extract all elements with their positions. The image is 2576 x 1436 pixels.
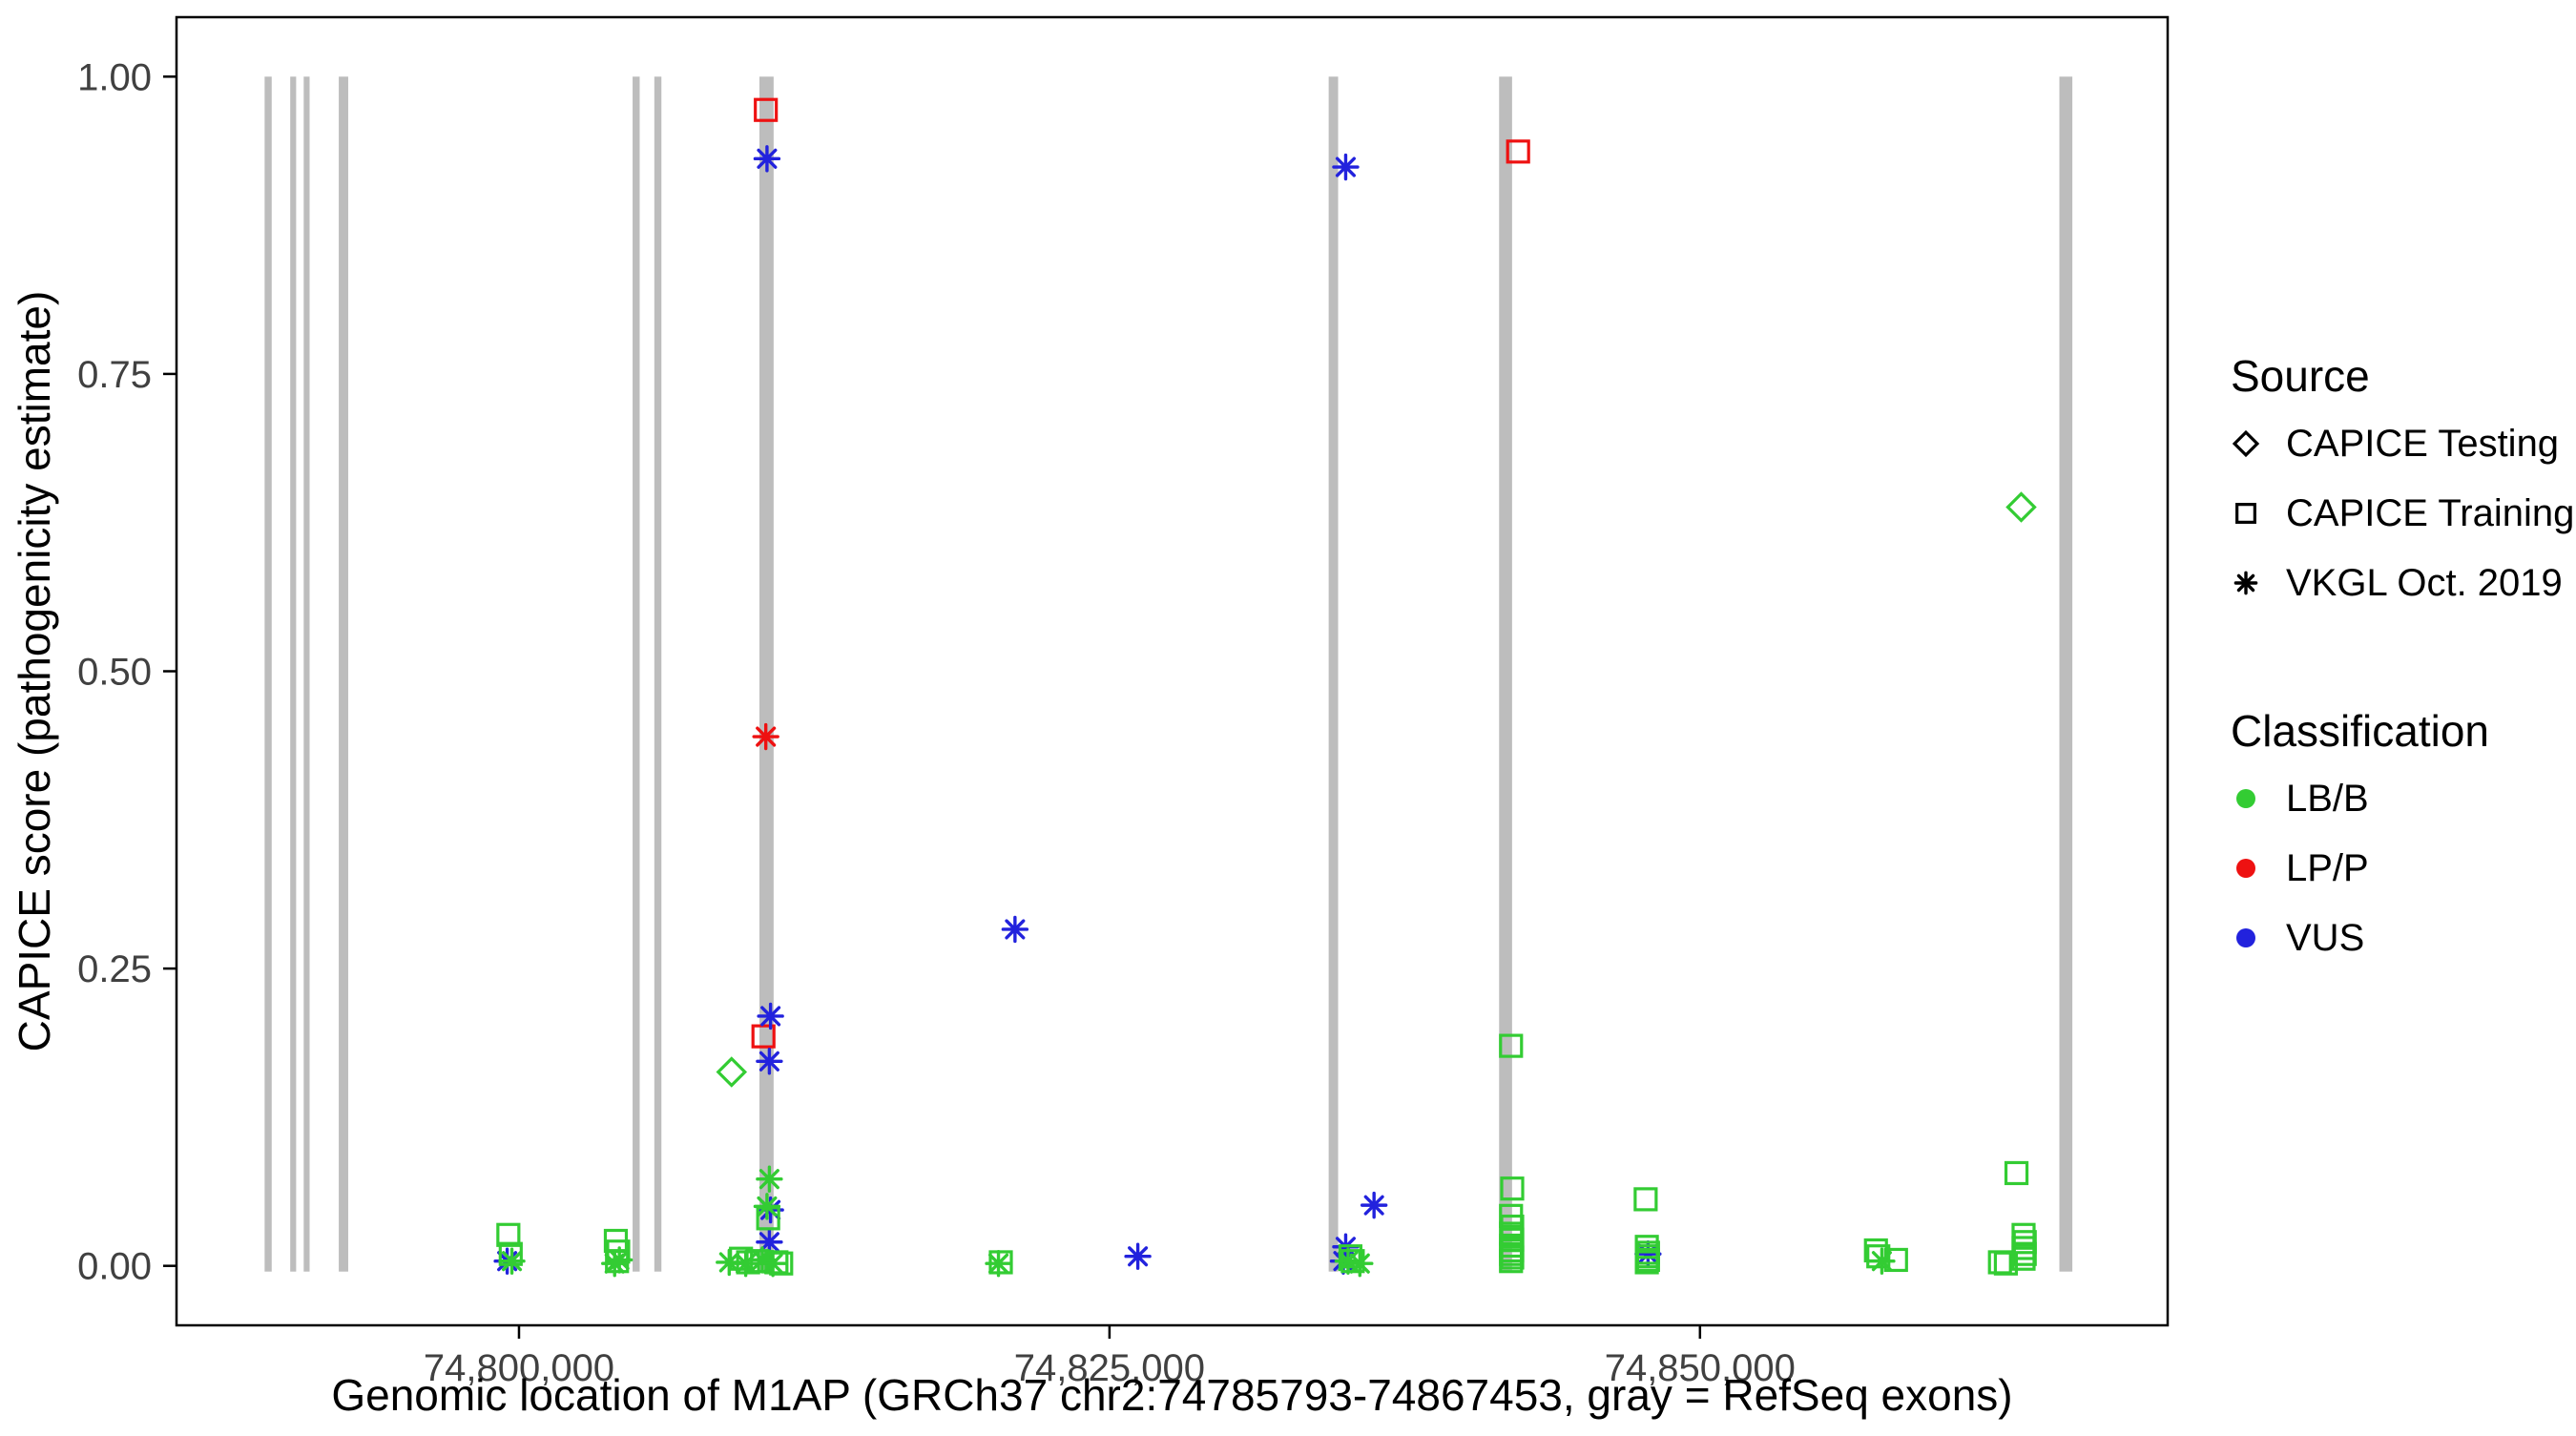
legend-item-classification-dot-icon: VUS [2236, 917, 2364, 959]
legend-item-source-asterisk-icon: VKGL Oct. 2019 [2233, 562, 2563, 604]
data-point-marker [1500, 1176, 1525, 1201]
plot-panel-border [175, 15, 2170, 1327]
x-axis-title: Genomic location of M1AP (GRCh37 chr2:74… [331, 1370, 2012, 1420]
legend-item-classification-dot-icon: LB/B [2236, 778, 2369, 820]
data-point-marker [716, 1248, 743, 1277]
refseq-exon-bar [1499, 76, 1512, 1272]
data-point-marker [1499, 1033, 1524, 1058]
refseq-exon-bar [264, 76, 272, 1272]
y-tick-label: 0.50 [77, 652, 152, 694]
data-point-marker [757, 1002, 784, 1030]
legend-item-source-square-icon: CAPICE Training [2235, 492, 2574, 534]
refseq-exon-bar [290, 76, 297, 1272]
data-point-marker [2011, 1246, 2036, 1271]
data-point-marker [1124, 1242, 1152, 1270]
legend-item-label: VUS [2286, 917, 2364, 959]
legend-item-label: CAPICE Testing [2286, 423, 2559, 465]
refseq-exon-bar [633, 76, 640, 1272]
legend-item-classification-dot-icon: LP/P [2236, 847, 2369, 889]
data-point-marker [1633, 1187, 1658, 1212]
x-tick-label: 74,850,000 [1605, 1347, 1796, 1389]
data-point-marker [985, 1249, 1012, 1278]
y-tick-label: 1.00 [77, 56, 152, 98]
x-tick-label: 74,800,000 [424, 1347, 614, 1389]
x-tick-label: 74,825,000 [1014, 1347, 1205, 1389]
legend-item-label: LB/B [2286, 778, 2369, 820]
y-tick-label: 0.75 [77, 354, 152, 396]
refseq-exon-bars [264, 76, 2073, 1272]
legend-title-source: Source [2231, 351, 2370, 401]
data-point-marker [752, 722, 779, 751]
data-point-marker [1993, 1251, 2019, 1276]
data-point-marker [1987, 1250, 2012, 1275]
legend-item-label: VKGL Oct. 2019 [2286, 562, 2563, 604]
data-point-marker [496, 1222, 521, 1247]
legend-item-label: CAPICE Training [2286, 492, 2574, 534]
data-point-marker [754, 97, 779, 122]
data-point-marker [1332, 153, 1360, 181]
refseq-exon-bar [758, 76, 774, 1272]
legend-item-source-diamond-icon: CAPICE Testing [2232, 423, 2559, 465]
data-point-marker [1634, 1250, 1659, 1275]
data-point-marker [1499, 1249, 1524, 1274]
legend-title-classification: Classification [2231, 706, 2489, 756]
legend-item-label: LP/P [2286, 847, 2369, 889]
data-point-marker [1634, 1240, 1662, 1268]
data-point-marker [1506, 139, 1530, 164]
axes: 74,800,000 74,825,000 74,850,000 0.00 0.25 0.… [10, 56, 2013, 1420]
data-point-marker [732, 1249, 759, 1278]
data-point-marker [2005, 491, 2037, 523]
data-point-marker [716, 1056, 748, 1088]
data-point-marker [751, 1024, 776, 1049]
data-point-marker [1360, 1191, 1388, 1219]
data-point-marker [753, 1193, 781, 1220]
data-point-marker [756, 1048, 783, 1075]
refseq-exon-bar [339, 76, 348, 1272]
data-point-marker [1868, 1247, 1896, 1275]
data-point-marker [756, 1228, 783, 1256]
refseq-exon-bar [654, 76, 662, 1272]
data-point-marker [1001, 915, 1029, 944]
legend: Source CAPICE Testing CAPICE Training VKGL … [2231, 351, 2574, 959]
data-points [493, 97, 2037, 1278]
y-tick-label: 0.00 [77, 1246, 152, 1288]
data-point-marker [756, 1165, 783, 1193]
data-point-marker [1346, 1249, 1374, 1278]
data-point-marker [601, 1249, 629, 1278]
refseq-exon-bar [1328, 76, 1339, 1272]
data-point-marker [2004, 1160, 2029, 1186]
y-axis-title: CAPICE score (pathogenicity estimate) [10, 291, 59, 1052]
refseq-exon-bar [303, 76, 310, 1272]
data-point-marker [1334, 1247, 1362, 1275]
refseq-exon-bar [2059, 76, 2073, 1272]
data-point-marker [498, 1247, 526, 1275]
y-tick-label: 0.25 [77, 948, 152, 990]
data-point-marker [758, 1249, 787, 1278]
data-point-marker [748, 1246, 777, 1274]
data-point-marker [753, 145, 781, 173]
